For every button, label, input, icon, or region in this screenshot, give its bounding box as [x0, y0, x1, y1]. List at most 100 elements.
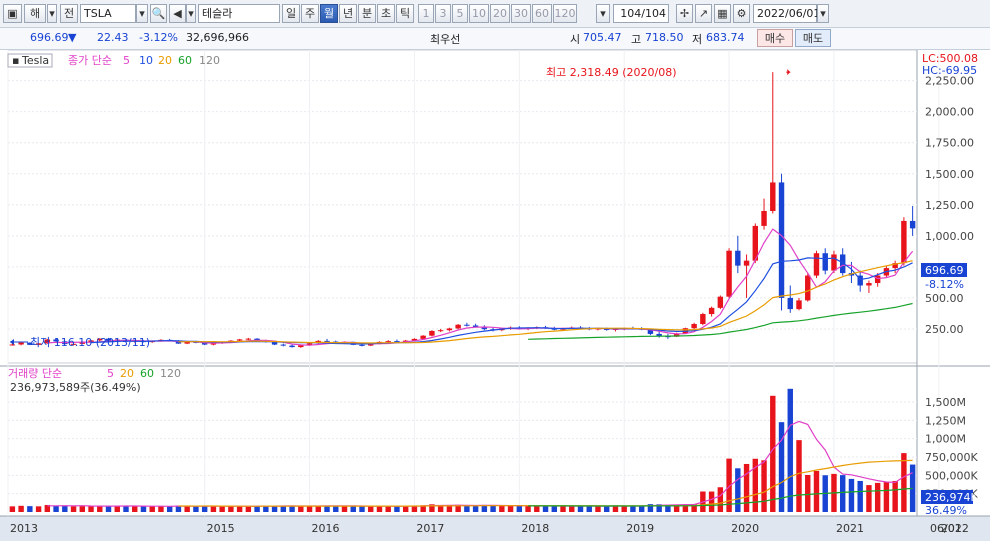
- candle-body: [446, 328, 453, 331]
- volume-bar: [665, 504, 671, 512]
- period-year-button[interactable]: 년: [339, 4, 357, 23]
- candle-body: [385, 341, 391, 343]
- period-week-button[interactable]: 주: [301, 4, 319, 23]
- candle-body: [874, 275, 881, 284]
- period-minute-button[interactable]: 분: [358, 4, 376, 23]
- calendar-icon[interactable]: ▾: [817, 4, 829, 23]
- volume-tick-label: 500,000K: [925, 469, 978, 482]
- symbol-input[interactable]: TSLA: [80, 4, 136, 23]
- grid: [0, 50, 990, 541]
- chevron-down-icon[interactable]: ▾: [47, 4, 57, 23]
- period-month-button[interactable]: 월: [320, 4, 338, 23]
- current-price: 696.69: [925, 264, 964, 277]
- candle-body: [778, 182, 785, 298]
- volume-tick-label: 1,250M: [925, 414, 966, 427]
- date-field[interactable]: 2022/06/01: [753, 4, 820, 23]
- period-day-button[interactable]: 일: [282, 4, 300, 23]
- candle-body: [472, 325, 479, 327]
- bar-count-field[interactable]: 104/104: [613, 4, 669, 23]
- volume-legend-ma60: 60: [140, 367, 154, 380]
- volume-bar: [726, 458, 732, 512]
- candle-body: [813, 253, 820, 276]
- volume-bar: [88, 506, 94, 512]
- search-icon[interactable]: 🔍: [150, 4, 167, 23]
- candle-body: [306, 343, 313, 346]
- volume-bar: [656, 504, 662, 512]
- volume-bar: [857, 480, 863, 512]
- speaker-icon[interactable]: ◀: [169, 4, 186, 23]
- volume-bar: [883, 482, 890, 512]
- volume-bar: [551, 505, 557, 512]
- price-legend-ma120: 120: [199, 54, 220, 67]
- price-chart[interactable]: 2,250.00 2,000.00 1,750.00 1,500.00 1,250.00…: [0, 50, 990, 541]
- candle-body: [901, 220, 907, 264]
- volume-bar: [481, 504, 488, 512]
- candle-body: [298, 345, 304, 348]
- chevron-down-icon[interactable]: ▾: [186, 4, 196, 23]
- trend-icon[interactable]: ↗: [695, 4, 712, 23]
- candle-body: [822, 253, 828, 271]
- hc-label: HC:-69.95: [922, 64, 977, 77]
- candle-body: [271, 341, 278, 345]
- period-second-button[interactable]: 초: [377, 4, 395, 23]
- last-volume-label: 236,973,589주(36.49%): [10, 381, 141, 394]
- symbol-dropdown-icon[interactable]: ▾: [136, 4, 148, 23]
- interval-10-button[interactable]: 10: [469, 4, 489, 23]
- volume-bar: [263, 506, 269, 512]
- candle-body: [97, 338, 103, 341]
- candle-body: [280, 344, 287, 346]
- candle-body: [796, 300, 802, 310]
- volume-bar: [236, 506, 243, 512]
- price-tick-label: 1,250.00: [925, 199, 974, 212]
- low-arrow-head: [10, 339, 14, 345]
- volume-bar: [271, 505, 278, 512]
- candle-body: [289, 345, 295, 348]
- volume-bar: [9, 506, 16, 512]
- period-tick-button[interactable]: 틱: [396, 4, 414, 23]
- volume-bar: [193, 506, 199, 512]
- candle-body: [909, 220, 916, 229]
- interval-dropdown-icon[interactable]: ▾: [596, 4, 610, 23]
- buy-button[interactable]: 매수: [757, 29, 793, 47]
- market-select[interactable]: 해: [24, 4, 46, 23]
- volume-bar: [604, 505, 610, 512]
- x-tick-label: 2020: [731, 522, 759, 535]
- interval-30-button[interactable]: 30: [511, 4, 531, 23]
- market-type-button[interactable]: 전: [60, 4, 78, 23]
- candle-body: [455, 324, 461, 329]
- price-tick-label: 1,750.00: [925, 137, 974, 150]
- save-icon[interactable]: ▦: [714, 4, 731, 23]
- open-value: 705.47: [583, 31, 622, 44]
- interval-20-button[interactable]: 20: [490, 4, 510, 23]
- volume-bar: [402, 506, 409, 512]
- volume-bar: [778, 422, 785, 512]
- interval-1-button[interactable]: 1: [418, 4, 434, 23]
- ma60-line: [528, 302, 913, 340]
- interval-60-button[interactable]: 60: [532, 4, 552, 23]
- volume-bar: [394, 506, 400, 512]
- sell-button[interactable]: 매도: [795, 29, 831, 47]
- candle-body: [70, 343, 77, 345]
- volume-bar: [446, 505, 453, 512]
- x-tick-label: 2016: [312, 522, 340, 535]
- candle-body: [53, 339, 59, 342]
- interval-120-button[interactable]: 120: [553, 4, 577, 23]
- volume-bar: [813, 471, 820, 512]
- chart-background: [0, 50, 990, 541]
- candle-body: [647, 329, 654, 334]
- price-tick-label: 1,000.00: [925, 230, 974, 243]
- bar-count-total: /104: [641, 7, 666, 20]
- volume-tick-label: 750,000K: [925, 451, 978, 464]
- crosshair-icon[interactable]: ✢: [676, 4, 693, 23]
- volume-bar: [97, 505, 103, 512]
- candle-body: [105, 338, 112, 342]
- volume-bar: [787, 388, 793, 512]
- gear-icon[interactable]: ⚙: [733, 4, 750, 23]
- price-tick-label: 2,000.00: [925, 106, 974, 119]
- interval-5-button[interactable]: 5: [452, 4, 468, 23]
- volume-legend-ma120: 120: [160, 367, 181, 380]
- volume-bar: [805, 474, 811, 512]
- volume-bar: [761, 460, 767, 512]
- interval-3-button[interactable]: 3: [435, 4, 451, 23]
- window-icon[interactable]: ▣: [3, 4, 22, 23]
